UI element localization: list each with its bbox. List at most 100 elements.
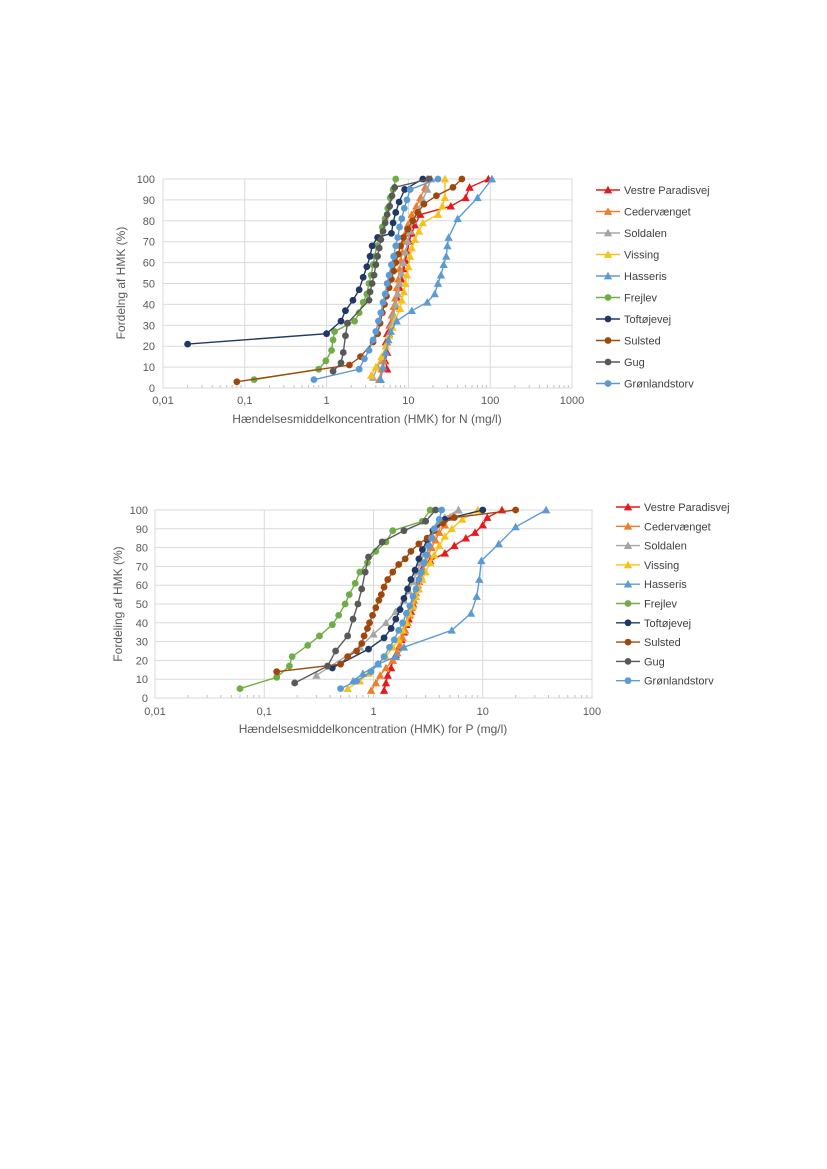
data-point (483, 513, 492, 521)
data-point (396, 223, 403, 231)
data-point (391, 183, 399, 191)
data-point (366, 686, 376, 694)
legend-marker (623, 522, 633, 530)
data-point (381, 348, 391, 356)
data-point (430, 550, 439, 559)
data-point (392, 209, 400, 216)
data-point (461, 534, 471, 542)
data-point (432, 506, 439, 514)
data-point (375, 244, 383, 252)
data-point (381, 618, 391, 627)
legend-entry: Cedervænget (596, 207, 691, 219)
data-point (418, 546, 426, 553)
data-point (344, 319, 351, 327)
data-point (342, 307, 349, 315)
data-point (433, 192, 440, 200)
data-point (487, 174, 497, 183)
plot-frame (154, 509, 593, 699)
data-point (447, 524, 456, 533)
data-point (337, 685, 345, 692)
data-point (369, 611, 376, 619)
data-point (328, 346, 335, 354)
legend-marker (603, 250, 613, 258)
legend-entry: Gug (596, 357, 645, 369)
legend-label: Gug (624, 357, 645, 369)
data-point (494, 539, 503, 548)
data-point (377, 352, 386, 361)
y-tick-label: 100 (137, 174, 155, 186)
data-point (377, 591, 385, 598)
data-point (423, 185, 432, 193)
data-point (273, 668, 281, 676)
data-point (393, 289, 402, 298)
legend-marker (623, 580, 633, 588)
x-tick-label: 100 (481, 395, 499, 407)
data-point (403, 196, 411, 204)
data-point (407, 210, 416, 218)
data-point (391, 300, 400, 308)
data-point (397, 296, 406, 304)
y-tick-label: 0 (149, 383, 155, 395)
data-point (407, 306, 416, 315)
chart-nitrogen: 0 10 20 30 40 50 60 70 80 90 100 0,01 0,1 1 10 100 1000 H… (114, 174, 710, 426)
data-point (425, 542, 433, 550)
data-point (401, 247, 410, 256)
legend-label: Vestre Paradisvej (644, 502, 730, 514)
series-sulsted (233, 175, 466, 386)
data-point (381, 678, 391, 687)
data-point (358, 585, 366, 593)
data-point (440, 174, 450, 183)
data-point (396, 606, 404, 614)
series-line (236, 178, 463, 383)
data-point (435, 541, 444, 550)
data-point (447, 626, 456, 634)
data-point (438, 506, 445, 514)
data-point (369, 629, 378, 638)
legend-entry: Toftøjevej (616, 618, 691, 630)
data-point (372, 328, 380, 335)
x-tick-label: 1 (370, 706, 376, 718)
data-point (367, 668, 375, 676)
data-point (382, 364, 392, 373)
data-point (392, 316, 401, 325)
data-point (389, 568, 397, 576)
legend-marker (624, 658, 632, 665)
data-point (433, 210, 443, 218)
data-point (415, 555, 423, 563)
data-point (458, 515, 467, 523)
data-point (324, 662, 331, 670)
data-point (409, 217, 417, 225)
data-point (359, 273, 367, 281)
data-point (380, 653, 388, 661)
x-tick-label: 0,01 (144, 706, 165, 718)
legend-label: Hasseris (644, 579, 687, 591)
data-point (377, 236, 385, 244)
legend-marker (623, 502, 633, 511)
data-point (361, 568, 369, 576)
data-point (407, 576, 415, 583)
data-point (351, 579, 359, 587)
data-point (329, 367, 337, 375)
data-point (423, 551, 430, 559)
data-point (365, 645, 372, 653)
data-point (400, 234, 407, 241)
data-point (323, 330, 330, 338)
data-point (406, 602, 414, 610)
data-point (407, 243, 416, 252)
data-point (381, 219, 389, 227)
y-tick-label: 50 (143, 279, 155, 291)
legend-marker (603, 185, 613, 194)
legend-marker (603, 207, 613, 215)
data-point (392, 175, 400, 183)
legend-marker (624, 677, 632, 685)
y-tick-label: 0 (142, 693, 148, 705)
data-point (310, 376, 318, 384)
data-point (344, 632, 352, 640)
data-point (355, 309, 363, 317)
data-point (399, 619, 407, 627)
data-point (329, 336, 337, 344)
data-point (392, 242, 400, 250)
chart-phosphorus: 0 10 20 30 40 50 60 70 80 90 100 0,01 0,1 1 10 100 Hænde… (111, 502, 730, 736)
data-point (430, 525, 438, 533)
legend-marker (604, 315, 612, 323)
